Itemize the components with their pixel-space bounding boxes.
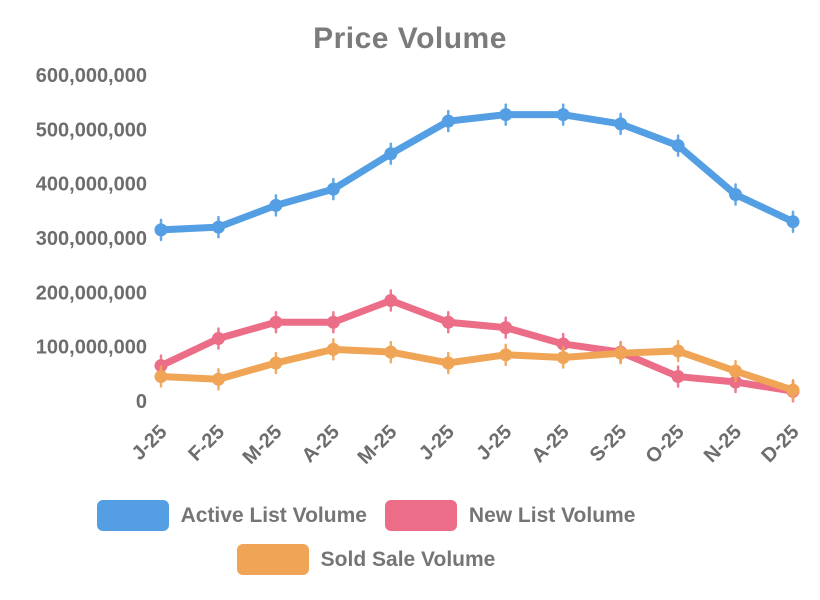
- x-axis-tick-label: J-25: [472, 421, 516, 465]
- legend-label-active-list: Active List Volume: [180, 503, 367, 527]
- data-point-active-list-volume[interactable]: [786, 215, 800, 229]
- data-point-new-list-volume[interactable]: [211, 332, 225, 346]
- x-axis-tick-label: M-25: [239, 421, 287, 469]
- y-axis-tick-label: 500,000,000: [36, 119, 147, 141]
- data-point-active-list-volume[interactable]: [729, 188, 743, 202]
- series-line-active-list-volume: [157, 111, 797, 234]
- data-point-new-list-volume[interactable]: [441, 315, 455, 329]
- legend-label-sold-sale: Sold Sale Volume: [320, 547, 496, 571]
- series-line-new-list-volume: [157, 296, 797, 395]
- x-axis-tick-label: J-25: [128, 421, 172, 465]
- data-point-sold-sale-volume[interactable]: [614, 346, 628, 360]
- legend-item-sold-sale-volume[interactable]: Sold Sale Volume: [236, 544, 496, 575]
- data-point-active-list-volume[interactable]: [384, 147, 398, 161]
- legend-swatch-active-list-icon: [96, 500, 169, 531]
- data-point-sold-sale-volume[interactable]: [154, 370, 168, 384]
- data-point-sold-sale-volume[interactable]: [729, 364, 743, 378]
- data-point-new-list-volume[interactable]: [384, 293, 398, 307]
- y-axis-tick-label: 600,000,000: [36, 65, 147, 87]
- price-volume-line-chart: 0 100,000,000 200,000,000 300,000,000 400,00…: [36, 65, 804, 469]
- legend-item-new-list-volume[interactable]: New List Volume: [384, 500, 636, 531]
- data-point-sold-sale-volume[interactable]: [441, 356, 455, 370]
- data-point-sold-sale-volume[interactable]: [556, 351, 570, 365]
- y-axis-tick-label: 200,000,000: [36, 282, 147, 304]
- data-point-active-list-volume[interactable]: [556, 108, 570, 122]
- x-axis-tick-label: M-25: [354, 421, 402, 469]
- legend-label-new-list: New List Volume: [468, 503, 636, 527]
- data-point-new-list-volume[interactable]: [671, 370, 685, 384]
- x-axis-tick-label: D-25: [757, 421, 803, 467]
- data-point-sold-sale-volume[interactable]: [671, 344, 685, 358]
- data-point-active-list-volume[interactable]: [499, 108, 513, 122]
- data-point-active-list-volume[interactable]: [154, 223, 168, 237]
- data-point-active-list-volume[interactable]: [211, 220, 225, 234]
- data-point-sold-sale-volume[interactable]: [786, 383, 800, 397]
- data-point-new-list-volume[interactable]: [499, 321, 513, 335]
- chart-legend: Active List Volume New List Volume Sold …: [0, 500, 732, 575]
- y-axis-tick-label: 400,000,000: [36, 174, 147, 196]
- x-axis-tick-label: S-25: [586, 421, 631, 466]
- series-line-sold-sale-volume: [157, 345, 797, 394]
- data-point-active-list-volume[interactable]: [326, 182, 340, 196]
- x-axis-tick-label: J-25: [415, 421, 459, 465]
- data-point-active-list-volume[interactable]: [269, 198, 283, 212]
- y-axis-tick-label: 0: [136, 391, 147, 413]
- legend-swatch-sold-sale-icon: [236, 544, 309, 575]
- data-point-active-list-volume[interactable]: [441, 114, 455, 128]
- legend-row-2: Sold Sale Volume: [236, 544, 496, 575]
- y-axis-tick-label: 100,000,000: [36, 337, 147, 359]
- chart-title: Price Volume: [313, 22, 507, 55]
- legend-item-active-list-volume[interactable]: Active List Volume: [96, 500, 367, 531]
- x-axis-tick-label: F-25: [184, 421, 229, 466]
- y-axis-tick-label: 300,000,000: [36, 228, 147, 250]
- x-axis-tick-label: A-25: [298, 421, 344, 467]
- data-point-new-list-volume[interactable]: [269, 315, 283, 329]
- data-point-sold-sale-volume[interactable]: [326, 342, 340, 356]
- data-point-sold-sale-volume[interactable]: [499, 348, 513, 362]
- data-point-new-list-volume[interactable]: [326, 315, 340, 329]
- data-point-active-list-volume[interactable]: [614, 117, 628, 131]
- data-point-sold-sale-volume[interactable]: [269, 356, 283, 370]
- x-axis-tick-label: O-25: [642, 421, 689, 468]
- data-point-new-list-volume[interactable]: [556, 337, 570, 351]
- data-point-sold-sale-volume[interactable]: [384, 345, 398, 359]
- x-axis-tick-label: N-25: [700, 421, 746, 467]
- legend-row-1: Active List Volume New List Volume: [96, 500, 636, 531]
- legend-swatch-new-list-icon: [384, 500, 457, 531]
- data-point-sold-sale-volume[interactable]: [211, 372, 225, 386]
- x-axis-tick-label: A-25: [528, 421, 574, 467]
- data-point-active-list-volume[interactable]: [671, 139, 685, 153]
